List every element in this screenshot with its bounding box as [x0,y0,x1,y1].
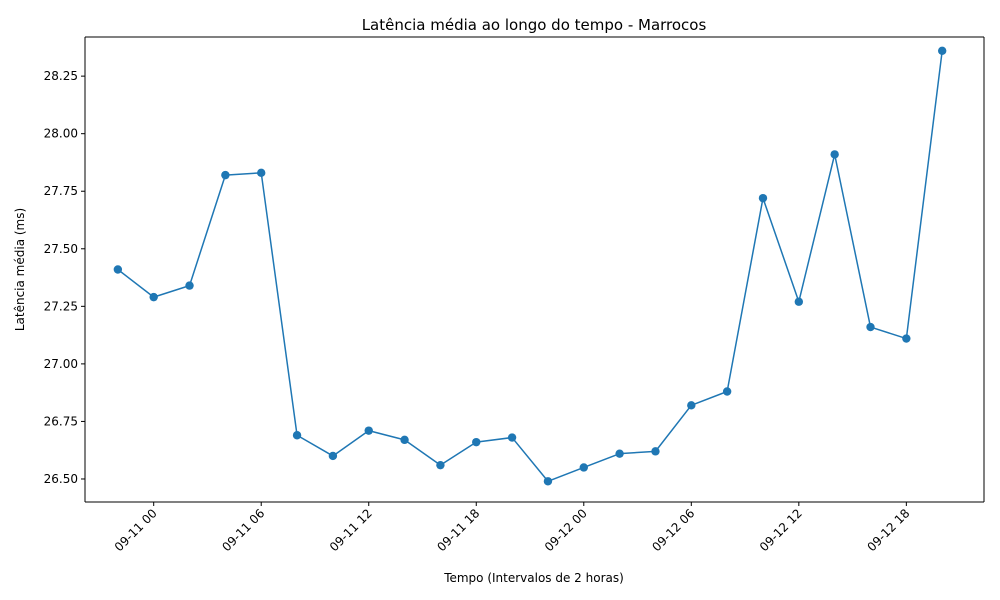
x-tick-label: 09-11 00 [112,506,160,554]
x-tick-label: 09-11 18 [434,506,482,554]
y-tick-label: 27.75 [44,184,78,198]
chart-title: Latência média ao longo do tempo - Marro… [362,16,707,34]
y-tick-label: 26.50 [44,472,78,486]
data-point [794,297,804,306]
data-point [257,168,266,178]
data-point [436,460,445,470]
data-marks [113,46,947,486]
data-point [507,433,517,442]
data-point [543,477,553,486]
data-point [364,426,373,435]
y-tick-label: 28.00 [44,127,78,141]
x-axis-title: Tempo (Intervalos de 2 horas) [443,571,624,585]
data-point [937,46,947,56]
y-tick-label: 26.75 [44,414,78,428]
y-tick-label: 28.25 [44,69,78,83]
data-point [615,449,624,458]
data-point [185,281,194,290]
data-point [651,447,660,456]
data-point [866,322,875,332]
y-tick-label: 27.25 [44,299,78,313]
data-point [830,150,839,159]
x-tick-label: 09-12 06 [649,506,697,554]
data-point [400,435,409,445]
data-point [292,431,302,440]
axes [84,36,985,503]
data-point [722,387,732,396]
data-point [149,292,158,302]
y-axis-title: Latência média (ms) [13,208,27,331]
x-tick-label: 09-11 06 [219,506,267,554]
data-point [472,437,481,447]
data-point [902,334,911,343]
data-point [328,451,338,461]
data-point [221,170,230,180]
series-line [117,50,943,483]
plot-area [85,37,984,502]
data-point [579,463,588,472]
x-tick-label: 09-12 12 [757,506,805,554]
data-point [113,265,123,274]
data-point [758,193,768,203]
x-tick-label: 09-12 18 [864,506,912,554]
x-tick-label: 09-12 00 [542,506,590,554]
data-point [687,401,696,410]
y-tick-label: 27.50 [44,242,78,256]
x-tick-label: 09-11 12 [327,506,375,554]
y-tick-label: 27.00 [44,357,78,371]
